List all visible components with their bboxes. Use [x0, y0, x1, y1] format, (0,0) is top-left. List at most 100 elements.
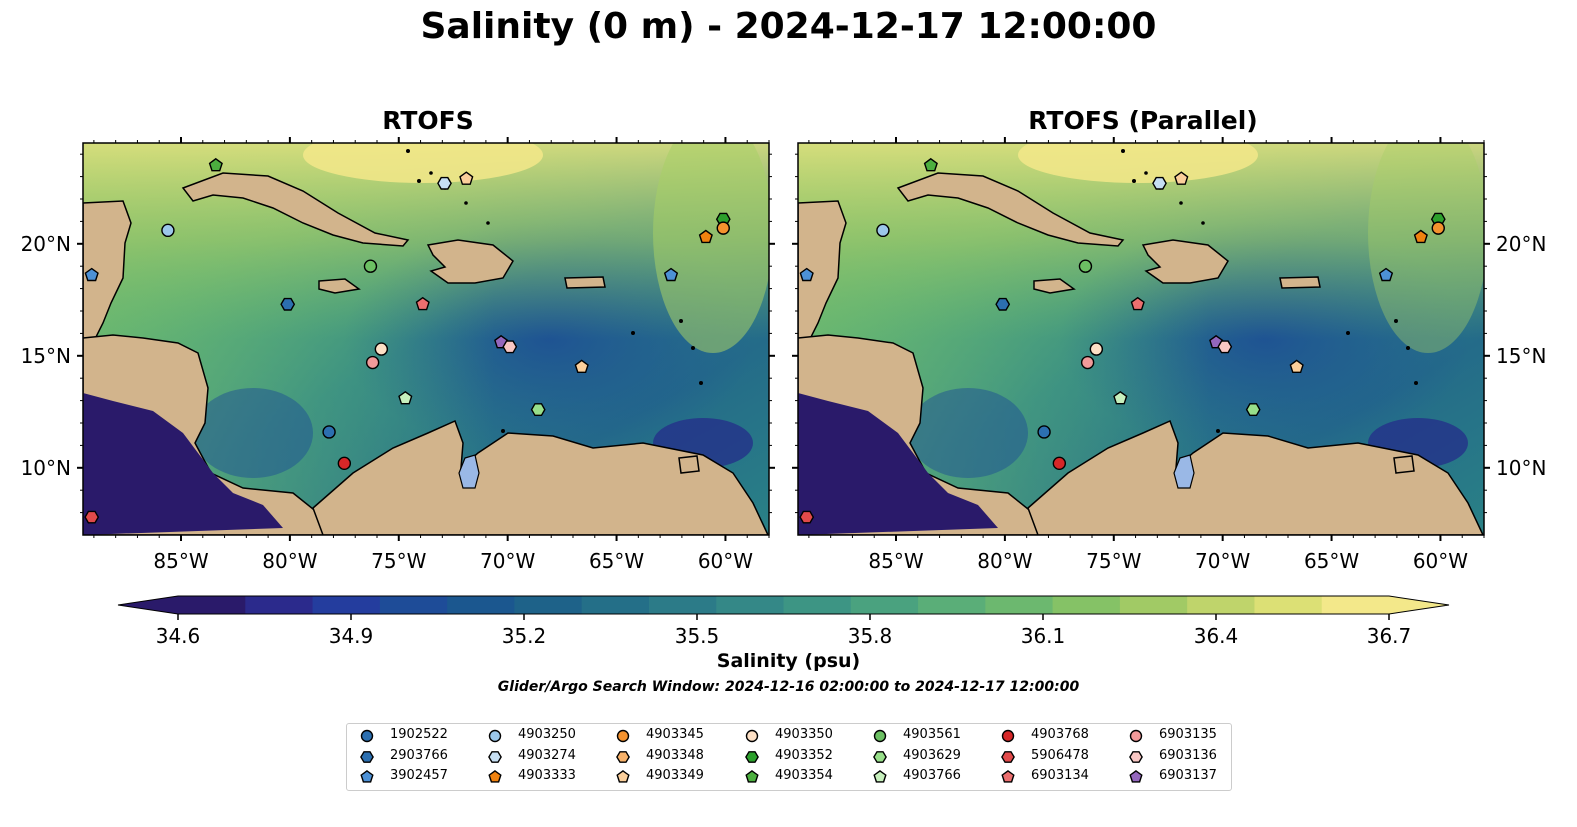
legend-label: 2903766	[390, 747, 448, 763]
colorbar-tick-label: 35.2	[502, 624, 547, 648]
legend-marker-4903629	[873, 750, 887, 763]
float-marker-6903136	[1217, 340, 1233, 354]
colorbar-extend-low	[118, 596, 178, 614]
legend-marker-4903345	[616, 729, 630, 743]
colorbar-tick-label: 35.5	[675, 624, 720, 648]
lat-tick-label: 20°N	[21, 232, 71, 256]
colorbar-swatch	[1254, 596, 1323, 614]
float-marker-5906478	[799, 510, 815, 524]
legend-label: 1902522	[390, 727, 448, 742]
legend-label: 4903766	[903, 768, 961, 783]
float-marker-4903354	[923, 157, 938, 172]
float-marker-6903135	[1080, 355, 1095, 370]
circle-marker-icon	[745, 729, 759, 743]
legend-label: 6903134	[1031, 768, 1089, 783]
colorbar-swatch	[648, 596, 717, 614]
legend-marker-2903766	[360, 750, 374, 763]
hexagon-marker-icon	[873, 750, 887, 763]
float-marker-4903274	[1152, 176, 1167, 190]
lat-tick-label: 15°N	[21, 344, 71, 368]
hexagon-marker-icon	[745, 750, 759, 763]
float-marker-2903766	[995, 297, 1011, 311]
legend-label: 6903137	[1159, 768, 1217, 783]
float-marker-4903345	[1431, 221, 1445, 235]
legend-label: 4903349	[646, 768, 704, 783]
lon-tick-label: 75°W	[371, 549, 426, 573]
legend-marker-1902522	[360, 729, 374, 743]
float-marker-4903333	[698, 229, 713, 244]
map-panel-2: 85°W 80°W 75°W 70°W 65°W 60°W 20°N 15°N 10°N	[792, 137, 1546, 573]
float-marker-4903350	[374, 342, 389, 356]
colorbar-swatch	[918, 596, 986, 614]
legend-label: 6903136	[1159, 747, 1217, 763]
pentagon-marker-icon	[488, 770, 502, 783]
float-marker-4903250	[876, 223, 890, 238]
colorbar-swatch	[783, 596, 852, 614]
lat-tick-label: 10°N	[21, 456, 71, 480]
lon-tick-label: 65°W	[589, 549, 644, 573]
legend-label: 4903250	[518, 727, 576, 742]
pentagon-marker-icon	[360, 770, 374, 783]
legend-marker-4903766	[873, 770, 887, 783]
pentagon-marker-icon	[745, 770, 759, 783]
colorbar-swatch	[178, 596, 246, 614]
colorbar-extend-high	[1389, 596, 1449, 614]
colorbar-swatch	[850, 596, 919, 614]
float-marker-4903766	[1113, 390, 1128, 405]
legend-marker-4903350	[745, 729, 759, 743]
lon-tick-label: 80°W	[262, 549, 317, 573]
lon-tick-label: 70°W	[1195, 549, 1250, 573]
legend-label: 3902457	[390, 768, 448, 783]
legend-marker-5906478	[1001, 750, 1015, 763]
colorbar-tick-label: 35.8	[848, 624, 893, 648]
legend-marker-4903352	[745, 750, 759, 763]
hexagon-marker-icon	[360, 750, 374, 763]
float-marker-4903350	[1089, 342, 1104, 356]
legend-marker-4903250	[488, 729, 502, 743]
legend-label: 5906478	[1031, 747, 1089, 763]
float-marker-3902457	[1378, 267, 1394, 282]
float-marker-4903349	[574, 359, 589, 373]
colorbar-tick-label: 36.1	[1021, 624, 1066, 648]
colorbar-label: Salinity (psu)	[716, 650, 861, 672]
lon-tick-label: 80°W	[977, 549, 1032, 573]
float-marker-4903333	[1413, 229, 1428, 244]
pentagon-marker-icon	[616, 770, 630, 783]
legend-marker-4903274	[488, 750, 502, 763]
lon-tick-label: 85°W	[153, 549, 208, 573]
legend-label: 4903354	[775, 768, 833, 783]
float-legend: 1902522 2903766 3902457 4903250 4903274 49033…	[346, 723, 1232, 791]
hexagon-marker-icon	[1001, 750, 1015, 763]
panel-title-rtofs: RTOFS	[382, 106, 474, 135]
legend-marker-4903561	[873, 729, 887, 743]
lat-tick-label: 15°N	[1496, 344, 1546, 368]
colorbar-swatch	[379, 596, 448, 614]
colorbar-swatch	[1187, 596, 1256, 614]
float-marker-3902457	[84, 267, 99, 282]
lat-tick-label: 20°N	[1496, 232, 1546, 256]
colorbar-swatch	[581, 596, 650, 614]
legend-marker-3902457	[360, 770, 374, 783]
circle-marker-icon	[1129, 729, 1143, 743]
legend-label: 4903768	[1031, 727, 1089, 742]
float-marker-4903768	[337, 456, 352, 471]
figure-title: Salinity (0 m) - 2024-12-17 12:00:00	[420, 6, 1157, 47]
float-marker-4903768	[1052, 456, 1067, 471]
legend-label: 4903350	[775, 727, 833, 742]
legend-label: 4903345	[646, 727, 704, 742]
circle-marker-icon	[616, 729, 630, 743]
float-marker-3902457	[799, 267, 814, 282]
legend-marker-4903333	[488, 770, 502, 783]
float-marker-6903135	[365, 355, 380, 370]
float-marker-4903629	[1245, 403, 1261, 416]
legend-marker-4903348	[616, 750, 630, 763]
float-marker-4903349	[1289, 359, 1304, 373]
float-marker-6903136	[502, 340, 518, 354]
colorbar-swatch	[1119, 596, 1188, 614]
lat-tick-label: 10°N	[1496, 456, 1546, 480]
legend-label: 4903629	[903, 747, 961, 763]
lon-tick-label: 60°W	[698, 549, 753, 573]
float-marker-4903766	[398, 390, 413, 405]
legend-marker-4903349	[616, 770, 630, 783]
lon-tick-label: 75°W	[1086, 549, 1141, 573]
